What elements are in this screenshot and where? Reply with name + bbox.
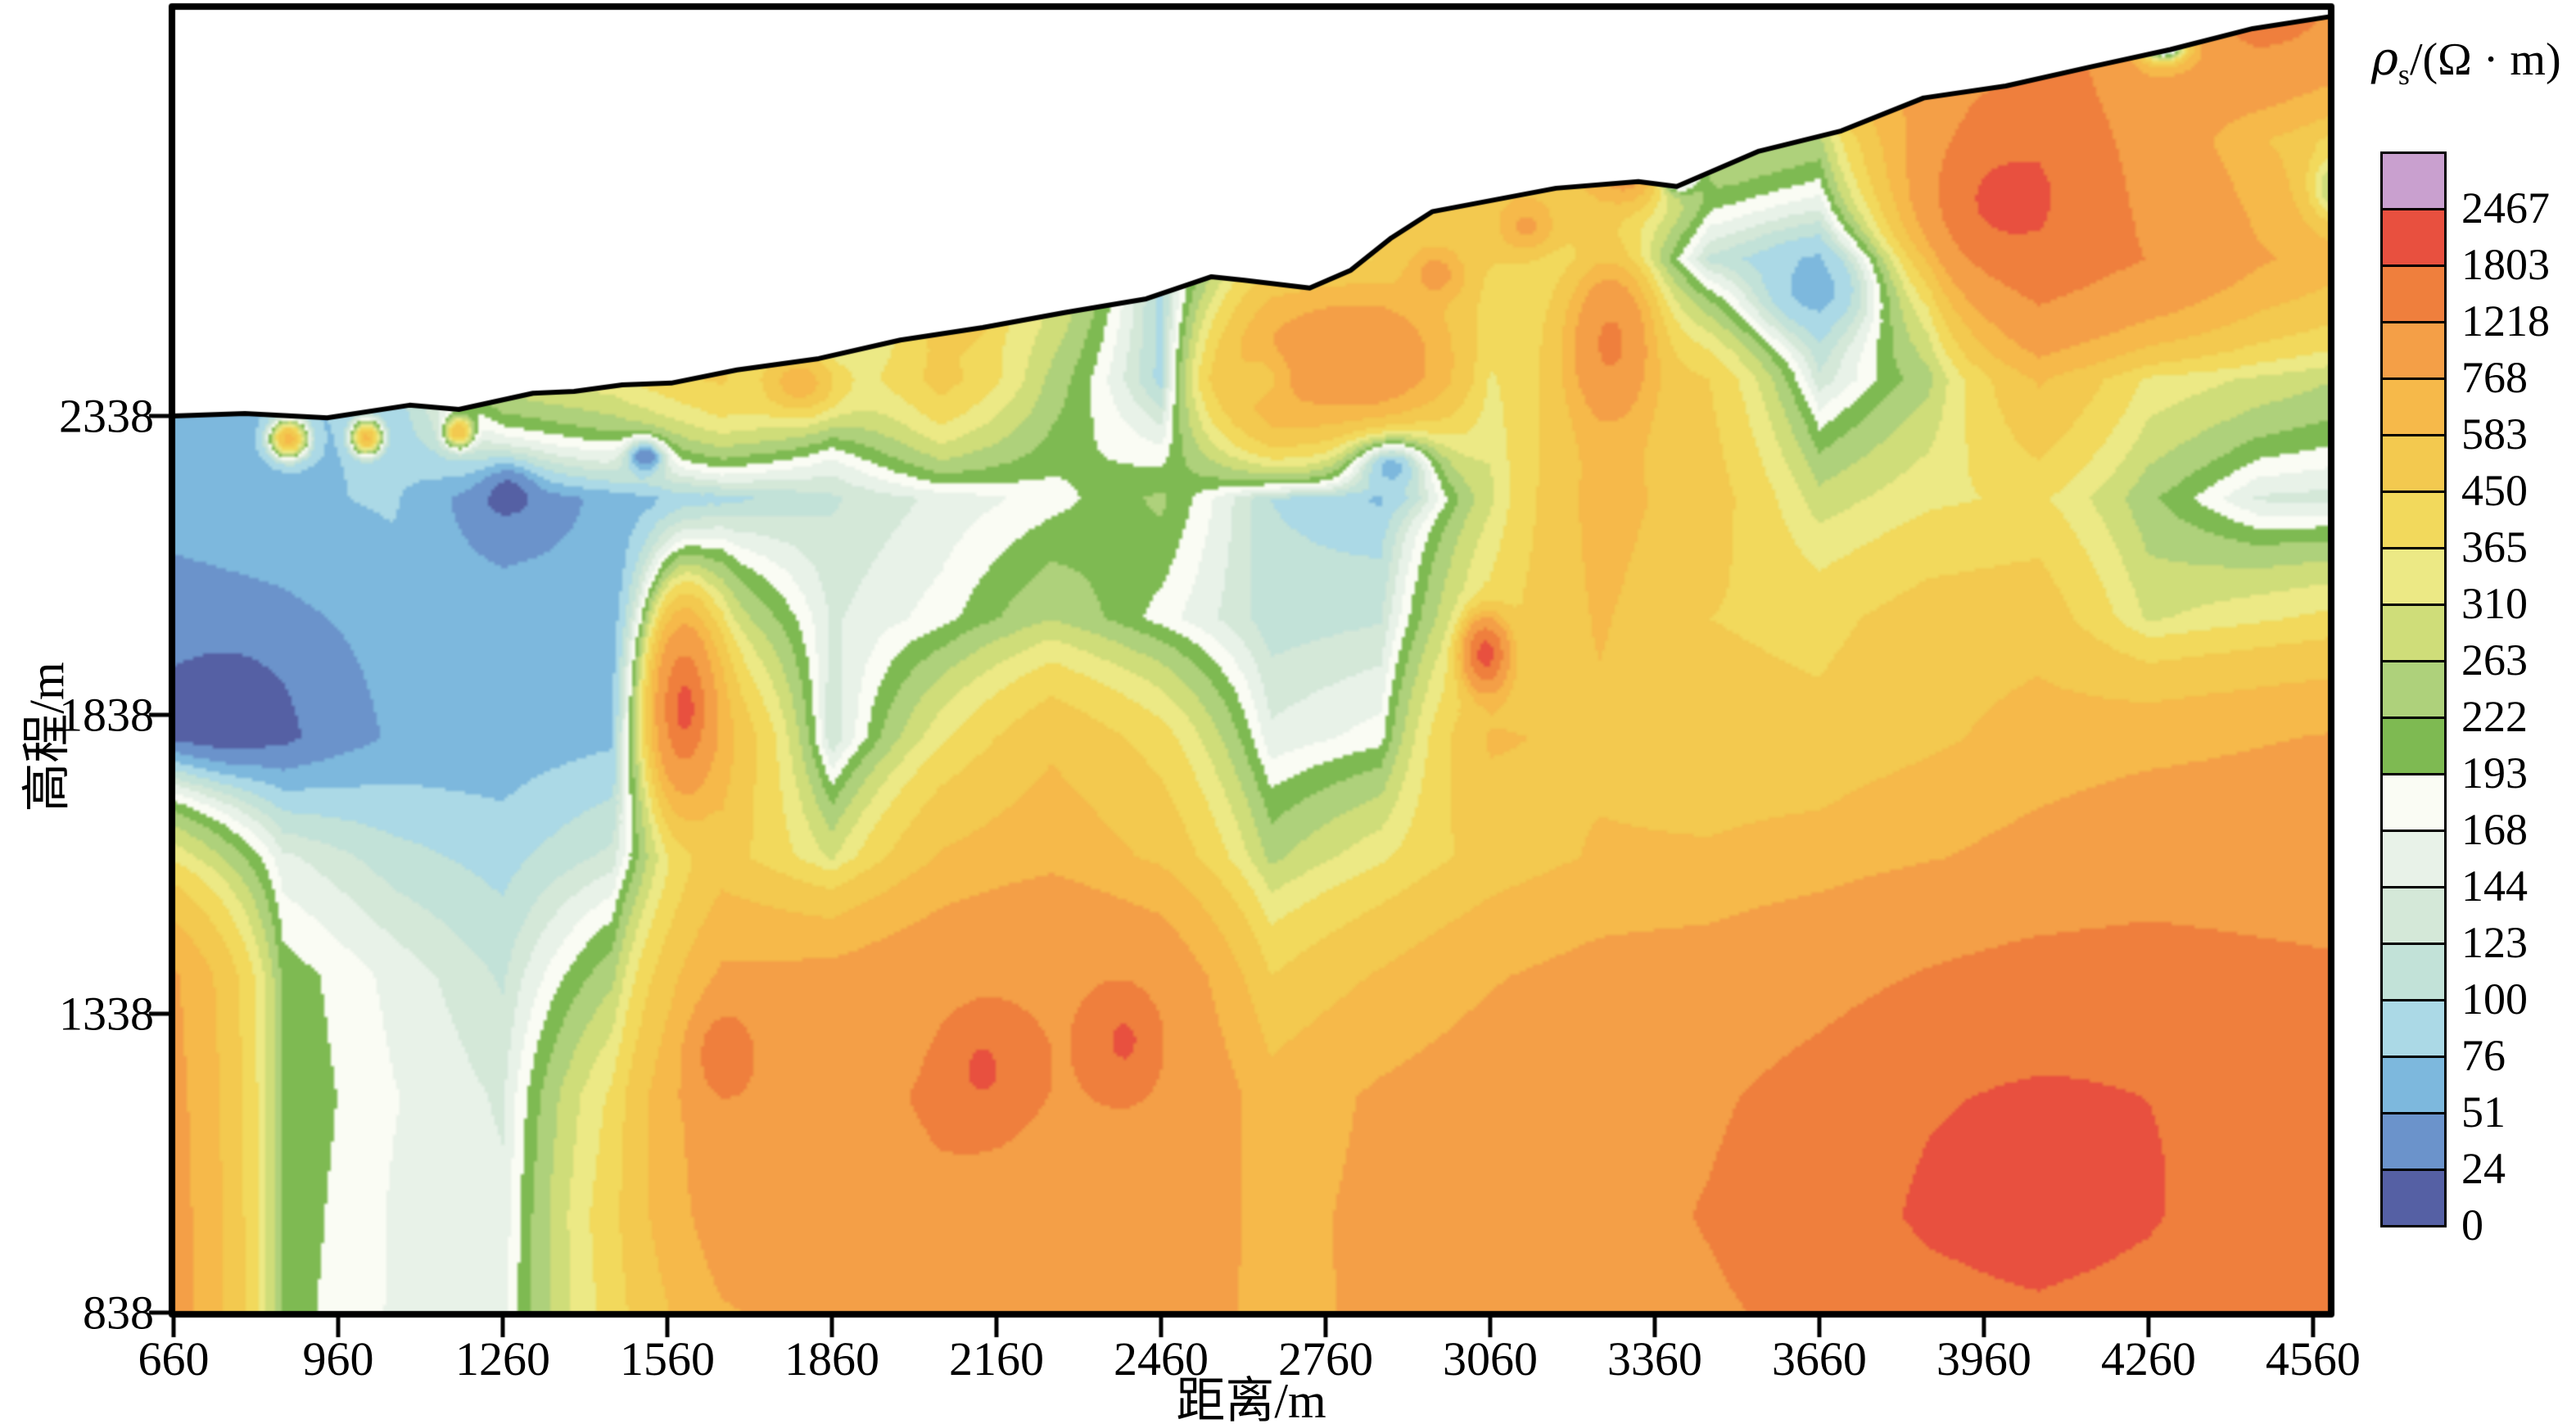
legend-color-block <box>2380 377 2447 436</box>
legend-value-label: 144 <box>2461 861 2528 911</box>
legend-title-unit: /(Ω · m) <box>2409 34 2561 85</box>
legend-color-block <box>2380 1112 2447 1171</box>
legend-color-block <box>2380 886 2447 945</box>
legend-value-label: 365 <box>2461 522 2528 572</box>
legend-color-block <box>2380 999 2447 1058</box>
legend-value-label: 76 <box>2461 1031 2506 1080</box>
x-tick-label: 960 <box>302 1332 374 1386</box>
legend-color-block <box>2380 1056 2447 1114</box>
legend-color-block <box>2380 547 2447 606</box>
legend-color-block <box>2380 151 2447 210</box>
legend-color-block <box>2380 773 2447 832</box>
y-tick-label: 1338 <box>59 987 154 1041</box>
legend-color-block <box>2380 830 2447 888</box>
legend-value-label: 263 <box>2461 635 2528 685</box>
legend-color-block <box>2380 208 2447 267</box>
legend-value-label: 450 <box>2461 466 2528 515</box>
legend-value-label: 222 <box>2461 692 2528 741</box>
legend-value-label: 168 <box>2461 805 2528 854</box>
legend-value-label: 123 <box>2461 918 2528 967</box>
x-tick-label: 2160 <box>948 1332 1044 1386</box>
legend-value-label: 768 <box>2461 353 2528 402</box>
y-tick-label: 1838 <box>59 688 154 742</box>
x-tick-label: 660 <box>138 1332 210 1386</box>
legend-value-label: 1803 <box>2461 240 2550 289</box>
x-tick-label: 4260 <box>2100 1332 2196 1386</box>
legend-value-label: 310 <box>2461 579 2528 628</box>
legend-value-label: 100 <box>2461 974 2528 1024</box>
legend-color-block <box>2380 717 2447 775</box>
legend-color-block <box>2380 321 2447 380</box>
x-tick-label: 2760 <box>1277 1332 1373 1386</box>
x-tick-label: 2460 <box>1113 1332 1209 1386</box>
y-tick-label: 2338 <box>59 389 154 443</box>
legend-value-label: 2467 <box>2461 183 2550 233</box>
legend-value-label: 193 <box>2461 748 2528 798</box>
legend-value-label: 24 <box>2461 1144 2506 1193</box>
legend-title: ρs/(Ω · m) <box>2371 33 2561 92</box>
x-tick-label: 3360 <box>1607 1332 1702 1386</box>
x-tick-label: 3060 <box>1442 1332 1538 1386</box>
legend-color-block <box>2380 434 2447 493</box>
legend-color-block <box>2380 943 2447 1001</box>
legend-color-block <box>2380 660 2447 719</box>
x-tick-label: 1860 <box>784 1332 879 1386</box>
x-tick-label: 4560 <box>2265 1332 2361 1386</box>
legend-color-block <box>2380 1169 2447 1227</box>
x-axis-title: 距离/m <box>1176 1374 1326 1424</box>
x-tick-label: 1560 <box>619 1332 715 1386</box>
legend-value-label: 583 <box>2461 409 2528 459</box>
x-tick-label: 3660 <box>1771 1332 1867 1386</box>
legend-value-label: 51 <box>2461 1087 2506 1137</box>
legend-title-sub: s <box>2397 58 2410 92</box>
y-tick-label: 838 <box>83 1286 154 1340</box>
x-tick-label: 1260 <box>454 1332 550 1386</box>
legend-color-block <box>2380 604 2447 662</box>
legend-color-block <box>2380 264 2447 323</box>
legend-color-block <box>2380 490 2447 549</box>
legend-value-label: 0 <box>2461 1200 2483 1250</box>
legend-title-rho: ρ <box>2371 33 2398 86</box>
x-tick-label: 3960 <box>1936 1332 2031 1386</box>
legend-value-label: 1218 <box>2461 296 2550 346</box>
